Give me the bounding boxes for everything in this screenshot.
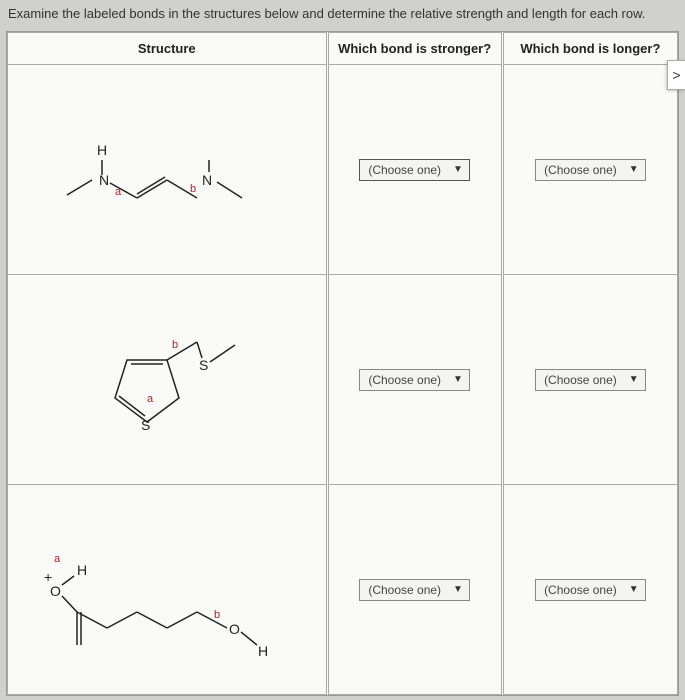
svg-text:S: S [141, 417, 150, 433]
longer-dropdown-3[interactable]: (Choose one) ▼ [535, 579, 646, 601]
svg-text:a: a [147, 393, 154, 405]
instruction-text: Examine the labeled bonds in the structu… [0, 0, 685, 31]
svg-text:N: N [202, 172, 212, 188]
stronger-dropdown-1[interactable]: (Choose one) ▼ [359, 159, 470, 181]
table-row: S a b S (Choose one) ▼ [8, 275, 678, 485]
svg-text:O: O [50, 583, 61, 599]
svg-text:b: b [172, 339, 178, 351]
svg-text:H: H [77, 562, 87, 578]
chevron-down-icon: ▼ [623, 164, 645, 175]
structure-cell-3: a + O H b O [8, 485, 328, 695]
longer-cell-3: (Choose one) ▼ [502, 485, 677, 695]
table-row: N H a b N [8, 65, 678, 275]
dropdown-label: (Choose one) [360, 373, 447, 387]
svg-text:O: O [229, 621, 240, 637]
svg-text:a: a [115, 186, 122, 198]
svg-text:H: H [97, 142, 107, 158]
longer-dropdown-1[interactable]: (Choose one) ▼ [535, 159, 646, 181]
header-structure: Structure [8, 33, 328, 65]
chevron-down-icon: ▼ [623, 584, 645, 595]
dropdown-label: (Choose one) [536, 163, 623, 177]
dropdown-label: (Choose one) [360, 583, 447, 597]
stronger-cell-1: (Choose one) ▼ [327, 65, 502, 275]
svg-text:S: S [199, 357, 208, 373]
chevron-down-icon: ▼ [623, 374, 645, 385]
table-row: a + O H b O [8, 485, 678, 695]
expand-button[interactable]: > [667, 60, 685, 90]
structure-cell-1: N H a b N [8, 65, 328, 275]
header-stronger: Which bond is stronger? [327, 33, 502, 65]
chevron-down-icon: ▼ [447, 584, 469, 595]
svg-text:H: H [258, 643, 268, 659]
svg-text:b: b [190, 183, 196, 195]
structure-cell-2: S a b S [8, 275, 328, 485]
question-table: Structure Which bond is stronger? Which … [6, 31, 679, 696]
dropdown-label: (Choose one) [360, 163, 447, 177]
svg-text:N: N [99, 172, 109, 188]
stronger-cell-2: (Choose one) ▼ [327, 275, 502, 485]
molecule-2-svg: S a b S [37, 300, 297, 460]
longer-cell-1: (Choose one) ▼ [502, 65, 677, 275]
molecule-1-svg: N H a b N [27, 100, 307, 240]
table-header-row: Structure Which bond is stronger? Which … [8, 33, 678, 65]
longer-dropdown-2[interactable]: (Choose one) ▼ [535, 369, 646, 391]
chevron-down-icon: ▼ [447, 164, 469, 175]
stronger-dropdown-2[interactable]: (Choose one) ▼ [359, 369, 470, 391]
header-longer: Which bond is longer? [502, 33, 677, 65]
dropdown-label: (Choose one) [536, 373, 623, 387]
svg-text:b: b [214, 609, 220, 621]
expand-icon: > [672, 67, 680, 83]
svg-text:a: a [54, 553, 61, 565]
chevron-down-icon: ▼ [447, 374, 469, 385]
molecule-3-svg: a + O H b O [22, 500, 312, 680]
stronger-cell-3: (Choose one) ▼ [327, 485, 502, 695]
longer-cell-2: (Choose one) ▼ [502, 275, 677, 485]
dropdown-label: (Choose one) [536, 583, 623, 597]
stronger-dropdown-3[interactable]: (Choose one) ▼ [359, 579, 470, 601]
